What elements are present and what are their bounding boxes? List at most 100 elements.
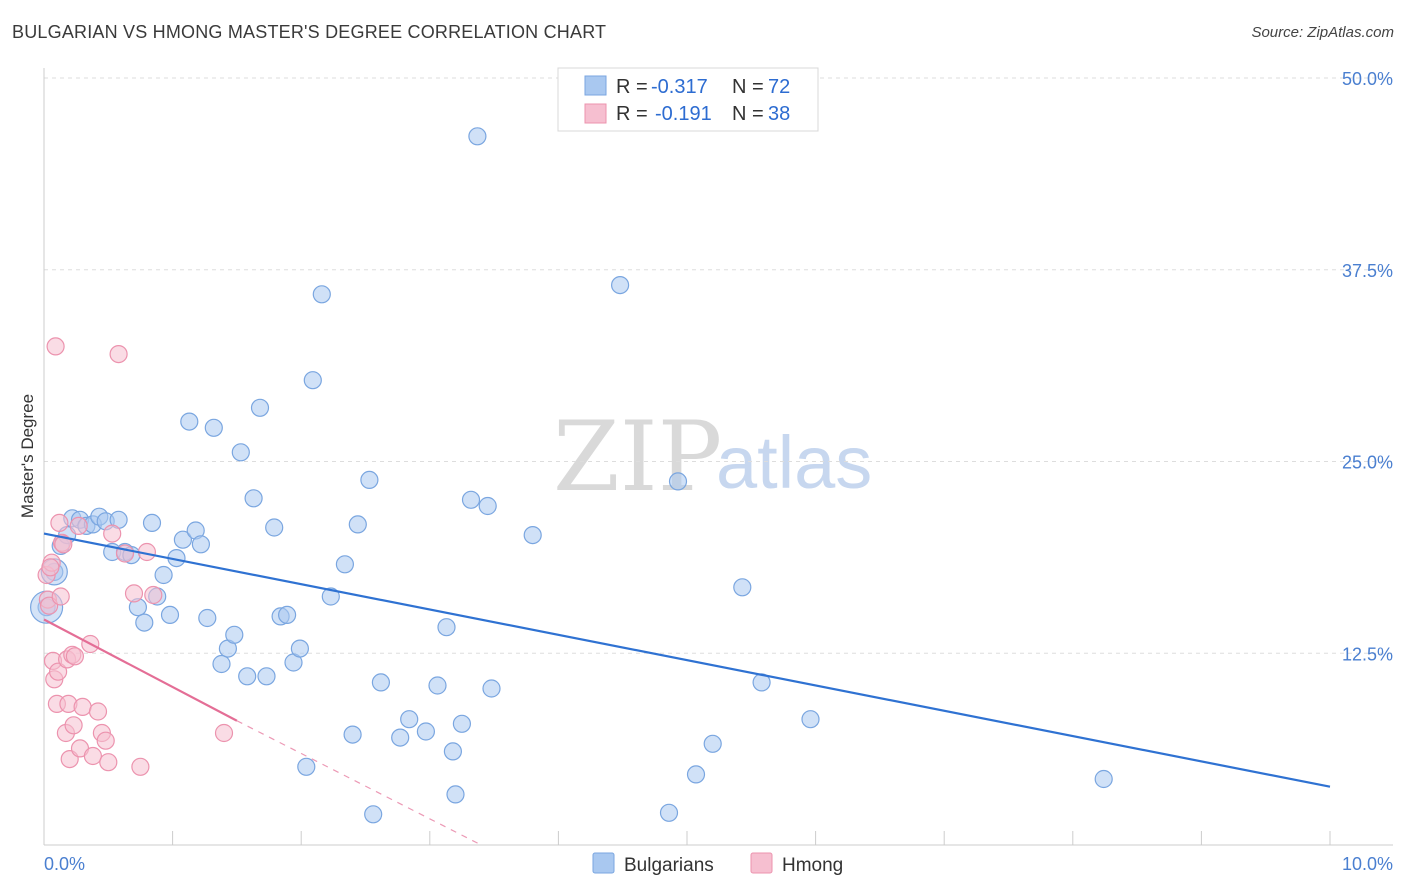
bulgarians-point-57 (452, 714, 471, 733)
x-axis-ticks (43, 831, 1331, 845)
bulgarians-point-30 (231, 443, 250, 462)
hmong-point-27 (96, 731, 115, 750)
bulgarians-point-61 (482, 679, 501, 698)
bulgarians-point-37 (278, 605, 297, 625)
bulgarians-point-54 (437, 618, 456, 637)
bulgarians-point-29 (225, 625, 244, 644)
bulgarians-point-34 (257, 667, 276, 686)
hmong-point-25 (88, 702, 108, 721)
bulgarians-point-33 (250, 398, 270, 417)
chart-title: BULGARIAN VS HMONG MASTER'S DEGREE CORRE… (12, 22, 607, 42)
bulgarians-point-60 (478, 496, 497, 516)
legend-n-label-hmong: N = (732, 103, 764, 125)
bulgarians-point-35 (265, 518, 284, 537)
bulgarians-point-50 (391, 728, 410, 747)
legend-r-label-hmong: R = (616, 103, 648, 125)
bulgarians-point-55 (443, 742, 462, 761)
hmong-point-9 (50, 513, 69, 533)
series-legend: Bulgarians Hmong (592, 852, 843, 876)
bulgarians-point-48 (364, 805, 383, 824)
watermark-atlas: atlas (716, 421, 872, 504)
x-tick-label-min: 0.0% (44, 854, 85, 874)
hmong-point-22 (73, 697, 92, 717)
series-hmong-points (37, 337, 234, 776)
bulgarians-point-21 (173, 530, 192, 549)
legend-r-value-hmong: -0.191 (655, 103, 712, 125)
trendline-hmong-extension (236, 720, 482, 846)
y-axis-label: Master's Degree (18, 394, 37, 518)
legend-n-value-bulgarians: 72 (768, 76, 790, 98)
bulgarians-point-15 (135, 613, 154, 632)
hmong-point-19 (65, 647, 85, 666)
hmong-point-28 (99, 753, 118, 772)
y-tick-label: 12.5% (1342, 644, 1393, 664)
bulgarians-point-63 (610, 276, 630, 295)
hmong-point-10 (51, 587, 70, 606)
x-tick-label-max: 10.0% (1342, 854, 1393, 874)
hmong-point-18 (64, 716, 83, 735)
bulgarians-point-42 (312, 285, 331, 304)
hmong-point-37 (41, 558, 60, 577)
bulgarians-point-31 (238, 667, 257, 686)
hmong-point-24 (83, 746, 103, 766)
legend-swatch-bulgarians (584, 75, 607, 96)
y-tick-label: 37.5% (1342, 261, 1393, 281)
bulgarians-point-16 (142, 513, 162, 533)
bulgarians-point-25 (198, 608, 217, 628)
trendline-bulgarians (43, 532, 1331, 788)
hmong-point-8 (48, 662, 68, 681)
correlation-legend: R = -0.317 N = 72 R = -0.191 N = 38 (557, 67, 819, 132)
legend-r-value-bulgarians: -0.317 (651, 76, 708, 98)
bulgarians-point-53 (428, 676, 447, 695)
legend-swatch-hmong (584, 103, 607, 124)
bulgarians-point-22 (180, 412, 199, 431)
bulgarians-point-41 (303, 371, 322, 390)
bulgarians-point-51 (400, 710, 419, 729)
bulgarians-point-32 (244, 489, 263, 508)
bulgarians-point-44 (335, 555, 354, 574)
bulgarians-point-52 (416, 722, 435, 741)
hmong-point-32 (124, 584, 144, 603)
bottom-legend-label-bulgarians: Bulgarians (624, 855, 714, 876)
legend-r-label-bulgarians: R = (616, 76, 648, 98)
legend-n-value-hmong: 38 (768, 103, 790, 125)
bulgarians-point-18 (154, 565, 173, 585)
hmong-point-29 (103, 524, 122, 543)
hmong-point-20 (69, 516, 88, 536)
bulgarians-point-49 (371, 673, 390, 692)
legend-n-label-bulgarians: N = (732, 76, 764, 98)
bulgarians-point-70 (801, 710, 820, 729)
source-credit: Source: ZipAtlas.com (1251, 24, 1394, 41)
gridlines (44, 77, 1393, 654)
bulgarians-point-67 (703, 734, 722, 753)
hmong-point-35 (144, 585, 163, 605)
hmong-point-30 (109, 345, 128, 364)
bulgarians-point-56 (446, 785, 465, 804)
bulgarians-point-19 (160, 605, 180, 625)
trendline-hmong (43, 618, 238, 722)
hmong-point-33 (131, 757, 150, 776)
bulgarians-point-40 (297, 757, 316, 776)
y-axis-tick-labels: 12.5% 25.0% 37.5% 50.0% (1342, 69, 1393, 664)
bulgarians-point-59 (468, 127, 487, 146)
y-tick-label: 25.0% (1342, 453, 1393, 473)
bulgarians-point-66 (686, 765, 706, 784)
bulgarians-point-47 (360, 470, 379, 489)
bottom-legend-swatch-hmong (750, 852, 773, 874)
trendlines (43, 532, 1331, 846)
hmong-point-12 (54, 535, 73, 554)
bulgarians-point-39 (290, 639, 309, 658)
bulgarians-point-65 (668, 472, 688, 491)
watermark-zip: ZIP (553, 401, 722, 513)
hmong-point-6 (46, 337, 65, 356)
bottom-legend-label-hmong: Hmong (782, 855, 843, 876)
bulgarians-point-62 (523, 525, 542, 545)
bulgarians-point-43 (321, 587, 340, 606)
bulgarians-point-64 (659, 803, 679, 822)
hmong-point-36 (214, 723, 234, 743)
bulgarians-point-27 (212, 654, 231, 674)
bulgarians-point-46 (348, 515, 367, 534)
bulgarians-point-68 (733, 578, 752, 597)
bulgarians-point-45 (343, 725, 362, 744)
